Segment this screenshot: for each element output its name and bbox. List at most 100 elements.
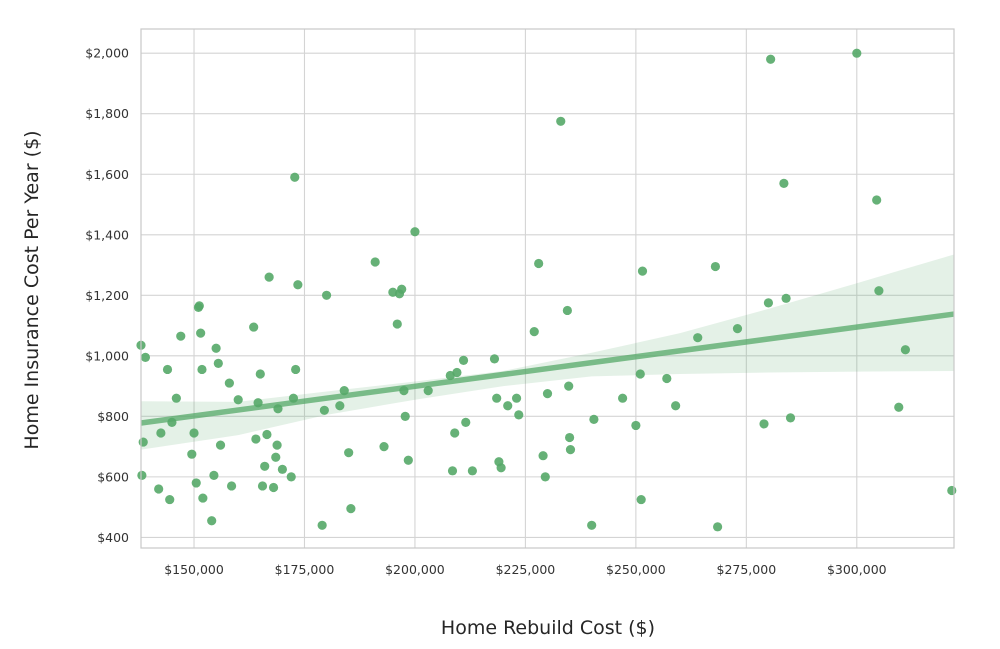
scatter-point [618,393,628,403]
scatter-point [637,266,648,276]
scatter-point [286,472,296,482]
grid-lines [141,29,954,548]
scatter-point [529,327,539,337]
scatter-point [196,328,206,338]
scatter-point [370,257,380,267]
scatter-point [489,354,500,364]
scatter-point [344,448,354,458]
scatter-point [496,463,506,473]
scatter-point [538,451,548,461]
scatter-point [167,417,177,428]
scatter-point [410,227,420,237]
scatter-point [191,478,201,488]
scatter-point [589,414,599,424]
y-axis-label: Home Insurance Cost Per Year ($) [21,130,43,449]
scatter-point [450,428,460,438]
scatter-point [671,401,681,411]
x-tick-label: $175,000 [275,562,335,577]
scatter-point [693,333,703,343]
scatter-point [766,54,776,64]
scatter-point [339,386,349,396]
scatter-point [211,343,221,353]
x-tick-label: $250,000 [606,562,666,577]
y-tick-label: $1,000 [85,348,129,363]
x-tick-label: $150,000 [164,562,224,577]
scatter-point [215,440,226,450]
scatter-point [291,364,301,375]
scatter-point [400,411,410,421]
scatter-point [272,440,282,450]
scatter-point [900,345,910,355]
scatter-point [346,504,356,514]
scatter-point [542,389,553,399]
scatter-point [763,298,774,308]
scatter-point [514,410,524,420]
scatter-point [288,393,299,403]
scatter-point [162,364,173,375]
scatter-point [189,428,199,438]
scatter-point [732,323,743,334]
y-tick-label: $1,800 [85,106,129,121]
x-tick-label: $200,000 [385,562,445,577]
scatter-point [321,290,332,300]
scatter-point [197,364,207,375]
scatter-point [713,522,723,532]
scatter-point [785,413,796,423]
scatter-point [392,319,402,329]
scatter-point [852,48,862,58]
scatter-point [781,293,791,303]
scatter-point [587,520,597,530]
scatter-point [872,195,882,205]
scatter-point [503,401,513,411]
scatter-point [171,393,181,403]
scatter-point [319,405,329,415]
y-tick-label: $1,400 [85,227,129,242]
scatter-point [317,520,327,530]
y-tick-label: $400 [97,530,129,545]
y-tick-label: $1,600 [85,167,129,182]
confidence-band [141,254,954,450]
scatter-point [894,402,904,412]
scatter-point [194,301,204,311]
scatter-point [198,493,208,503]
scatter-point [255,369,265,379]
scatter-point [262,429,272,440]
x-tick-label: $300,000 [827,562,887,577]
scatter-point [154,484,164,494]
scatter-point [874,286,884,296]
data-points [136,48,957,532]
scatter-point [564,432,575,443]
scatter-point [268,482,279,493]
scatter-point [423,386,433,396]
scatter-point [635,369,645,379]
scatter-point [156,428,166,438]
x-tick-label: $275,000 [717,562,777,577]
scatter-point [140,352,151,362]
scatter-point [636,494,646,505]
x-tick-labels: $150,000 $175,000 $200,000 $225,000 $250,000… [164,562,886,577]
scatter-point [458,355,469,365]
scatter-point [249,322,259,332]
scatter-point [213,358,223,368]
scatter-point [224,378,234,388]
x-tick-label: $225,000 [496,562,556,577]
scatter-point [176,331,186,341]
scatter-point [209,470,219,480]
y-tick-label: $2,000 [85,46,129,61]
scatter-point [452,367,462,378]
scatter-point [759,419,769,429]
scatter-point [467,466,477,476]
scatter-point [137,470,147,480]
scatter-point [251,434,261,444]
scatter-point [207,516,217,526]
scatter-point [293,280,303,290]
scatter-point [165,494,175,505]
scatter-point [397,284,407,294]
x-axis-label: Home Rebuild Cost ($) [441,617,655,639]
scatter-point [534,258,544,269]
scatter-point [564,381,574,391]
scatter-point [511,393,522,403]
scatter-point [562,305,572,316]
scatter-point [233,395,243,405]
scatter-point [461,417,471,428]
